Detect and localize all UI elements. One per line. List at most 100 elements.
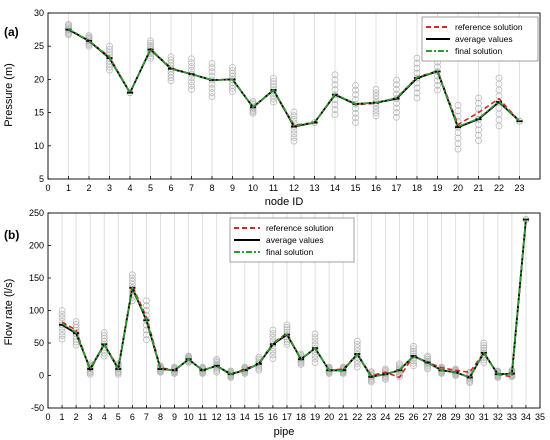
- sample-point: [413, 64, 421, 72]
- sample-point: [372, 112, 380, 120]
- sample-point: [331, 106, 339, 113]
- legend-label-reference-b: reference solution: [266, 223, 334, 233]
- sample-point: [372, 86, 380, 93]
- x-tick-label: 1: [66, 183, 71, 193]
- sample-point: [352, 86, 359, 94]
- x-tick-label: 28: [437, 412, 447, 422]
- y-tick-label: 20: [34, 74, 44, 84]
- panel-label-b: (b): [4, 228, 19, 242]
- sample-point: [128, 277, 136, 285]
- sample-point: [290, 137, 298, 145]
- y-tick-label: 150: [29, 273, 44, 283]
- ticks-b: 0 1 2 3 4 5 6 7 8 9 10 11 12 13 14 15 16 17 18 19 20 21 22 23 24…: [29, 208, 545, 422]
- sample-point: [424, 352, 431, 360]
- x-tick-label: 20: [324, 412, 334, 422]
- sample-point: [106, 42, 113, 50]
- x-tick-label: 29: [451, 412, 461, 422]
- x-tick-label: 8: [209, 183, 214, 193]
- sample-point: [393, 99, 400, 107]
- sample-point: [213, 368, 221, 376]
- y-axis-label-a: Pressure (m): [3, 63, 15, 127]
- sample-point: [270, 74, 277, 82]
- x-tick-label: 23: [514, 183, 524, 193]
- y-tick-label: 100: [29, 306, 44, 316]
- sample-point: [454, 134, 462, 142]
- series-line-dashdot-b: [61, 219, 527, 379]
- sample-point: [352, 82, 359, 89]
- sample-point: [208, 60, 216, 67]
- sample-point: [475, 121, 482, 128]
- sample-point: [208, 89, 216, 96]
- x-tick-label: 7: [189, 183, 194, 193]
- sample-point: [372, 109, 380, 116]
- panel-label-a: (a): [4, 25, 19, 39]
- sample-point: [331, 86, 339, 94]
- x-tick-label: 34: [521, 412, 531, 422]
- x-tick-label: 11: [198, 412, 207, 422]
- x-tick-label: 18: [296, 412, 306, 422]
- x-tick-label: 13: [309, 183, 319, 193]
- sample-point: [213, 360, 221, 368]
- y-axis-label-b: Flow rate (l/s): [3, 279, 15, 346]
- sample-point: [85, 32, 93, 39]
- x-tick-label: 5: [148, 183, 153, 193]
- sample-point: [396, 362, 403, 369]
- ticks-a: 0 1 2 3 4 5 6 7 8 9 10 11 12 13 14 15 16 17 18 19 20 21 22 2351…: [34, 8, 525, 193]
- y-tick-label: -50: [31, 403, 44, 413]
- sample-point: [167, 53, 175, 61]
- sample-point: [188, 63, 195, 70]
- legend-label-reference-a: reference solution: [455, 22, 523, 32]
- x-tick-label: 6: [168, 183, 173, 193]
- x-tick-label: 22: [352, 412, 362, 422]
- sample-point: [480, 339, 488, 347]
- sample-point: [255, 366, 263, 374]
- sample-point: [410, 342, 417, 350]
- x-axis-label-a: node ID: [265, 196, 304, 208]
- sample-point: [58, 314, 66, 321]
- sample-point: [480, 359, 488, 366]
- sample-point: [72, 318, 80, 325]
- sample-point: [311, 355, 319, 363]
- sample-point: [147, 37, 154, 45]
- sample-point: [58, 335, 66, 343]
- sample-point: [269, 348, 277, 355]
- sample-point: [331, 111, 339, 118]
- x-tick-label: 0: [45, 412, 50, 422]
- sample-point: [413, 94, 421, 102]
- legend-label-average-a: average values: [455, 34, 513, 44]
- y-tick-label: 25: [34, 41, 44, 51]
- sample-point: [58, 332, 66, 339]
- sample-point: [106, 45, 113, 53]
- x-tick-label: 26: [408, 412, 418, 422]
- sample-point: [475, 99, 482, 107]
- x-tick-label: 0: [45, 183, 50, 193]
- x-tick-label: 9: [230, 183, 235, 193]
- sample-point: [269, 326, 277, 334]
- sample-point: [72, 321, 80, 328]
- sample-point: [208, 85, 216, 92]
- flow-rate-chart: (b) 0 1 2 3 4 5 6 7 8 9 10 11 12 13 14 15 16 17 18 19 20 21 22…: [3, 208, 545, 438]
- sample-point: [410, 362, 417, 370]
- sample-point: [480, 344, 488, 352]
- sample-point: [410, 357, 417, 365]
- x-tick-label: 2: [74, 412, 79, 422]
- pressure-chart: (a) 0 1 2 3 4 5 6 7 8 9 10 11 12 13 14 15 16 17 18 19 20 21 22…: [3, 8, 541, 208]
- sample-point: [213, 357, 221, 365]
- sample-point: [255, 353, 263, 361]
- sample-point: [434, 63, 441, 71]
- series-lines-b: [59, 218, 529, 379]
- sample-point: [393, 109, 400, 116]
- x-tick-label: 17: [282, 412, 292, 422]
- x-tick-label: 24: [380, 412, 390, 422]
- sample-point: [393, 81, 400, 89]
- sample-point: [424, 365, 431, 373]
- y-tick-label: 50: [34, 338, 44, 348]
- sample-point: [269, 330, 277, 337]
- x-tick-label: 35: [535, 412, 545, 422]
- x-tick-label: 15: [254, 412, 264, 422]
- sample-point: [413, 54, 421, 62]
- sample-point: [480, 342, 488, 349]
- x-axis-label-b: pipe: [274, 426, 295, 438]
- sample-point: [352, 105, 359, 112]
